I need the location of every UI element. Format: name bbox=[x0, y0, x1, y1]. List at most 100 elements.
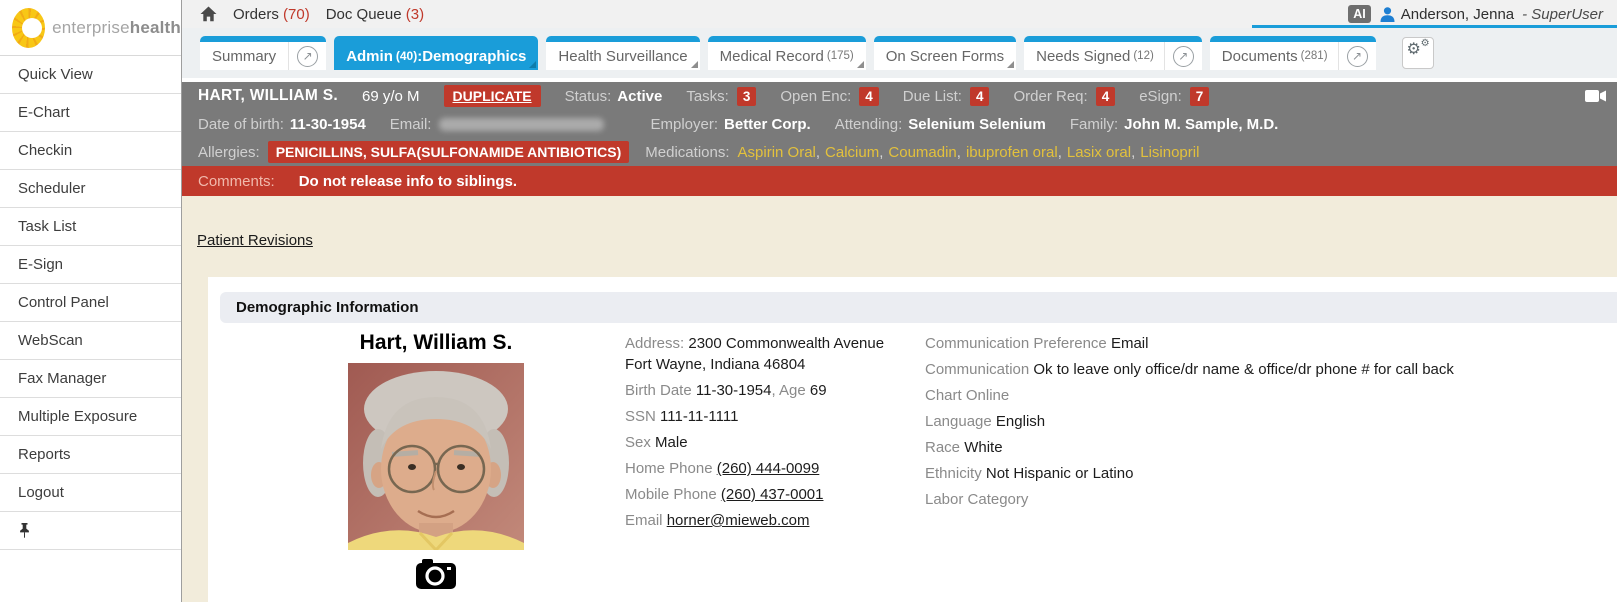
home-phone-link[interactable]: (260) 444-0099 bbox=[716, 460, 820, 477]
brand-logo[interactable]: enterprisehealth bbox=[0, 0, 181, 56]
tab-health-label: Health Surveillance bbox=[558, 47, 688, 65]
dob-label: Date of birth: bbox=[198, 115, 284, 133]
email-label: Email: bbox=[389, 115, 432, 133]
tab-docs-count: (281) bbox=[1300, 50, 1328, 62]
patient-header-row-3: Allergies: PENICILLINS, SULFA(SULFONAMID… bbox=[182, 138, 1617, 166]
orders-link[interactable]: Orders (70) bbox=[233, 6, 310, 23]
section-header: Demographic Information bbox=[220, 292, 1617, 323]
change-photo-button[interactable] bbox=[416, 559, 456, 594]
tasks-label: Tasks: bbox=[686, 87, 729, 105]
medication-link[interactable]: Lasix oral bbox=[1066, 143, 1132, 161]
age-label: , Age bbox=[771, 382, 806, 399]
brand-name-bold: health bbox=[129, 17, 181, 37]
tab-docs-text: Documents bbox=[1221, 47, 1298, 65]
tab-admin-suffix: :Demographics bbox=[417, 47, 527, 65]
open-enc-count-badge[interactable]: 4 bbox=[859, 86, 879, 106]
open-enc-group: Open Enc: 4 bbox=[780, 86, 879, 106]
tab-medical-record[interactable]: Medical Record (175) bbox=[707, 36, 866, 70]
section-title: Demographic Information bbox=[236, 299, 419, 316]
tab-needs-text: Needs Signed bbox=[1036, 47, 1131, 65]
employer-label: Employer: bbox=[650, 115, 719, 133]
email-link[interactable]: horner@mieweb.com bbox=[666, 512, 810, 529]
tab-health-surveillance[interactable]: Health Surveillance bbox=[546, 36, 700, 70]
field-email: Email horner@mieweb.com bbox=[625, 510, 925, 531]
gear-icon: ⚙ bbox=[1406, 41, 1421, 58]
sidebar-item-e-sign[interactable]: E-Sign bbox=[0, 246, 181, 284]
patient-name: HART, WILLIAM S. bbox=[198, 87, 338, 104]
esign-count-badge[interactable]: 7 bbox=[1189, 86, 1210, 106]
sidebar-item-webscan[interactable]: WebScan bbox=[0, 322, 181, 360]
ssn-value: 111-11-1111 bbox=[660, 408, 739, 425]
field-language: Language English bbox=[925, 411, 1545, 432]
med-separator: , bbox=[879, 143, 884, 161]
sun-logo-icon bbox=[12, 7, 46, 48]
doc-queue-link[interactable]: Doc Queue (3) bbox=[326, 6, 424, 23]
attending-value: Selenium Selenium bbox=[908, 115, 1046, 133]
allergies-badge[interactable]: PENICILLINS, SULFA(SULFONAMIDE ANTIBIOTI… bbox=[267, 141, 630, 163]
sidebar-item-multiple-exposure[interactable]: Multiple Exposure bbox=[0, 398, 181, 436]
doc-queue-label: Doc Queue bbox=[325, 5, 402, 23]
medication-link[interactable]: ibuprofen oral bbox=[965, 143, 1058, 161]
tab-needs-external-icon[interactable]: ↗ bbox=[1163, 42, 1202, 70]
sidebar-item-checkin[interactable]: Checkin bbox=[0, 132, 181, 170]
gear-icon-small: ⚙ bbox=[1420, 38, 1430, 49]
medication-link[interactable]: Coumadin bbox=[888, 143, 957, 161]
tab-needs-count: (12) bbox=[1133, 50, 1154, 62]
field-communication: Communication Ok to leave only office/dr… bbox=[925, 359, 1545, 380]
external-arrow-icon: ↗ bbox=[1172, 45, 1194, 67]
sidebar-item-logout[interactable]: Logout bbox=[0, 474, 181, 512]
topbar-accent-line bbox=[1252, 25, 1617, 28]
sidebar-item-fax-manager[interactable]: Fax Manager bbox=[0, 360, 181, 398]
sidebar-item-e-chart[interactable]: E-Chart bbox=[0, 94, 181, 132]
sidebar-item-scheduler[interactable]: Scheduler bbox=[0, 170, 181, 208]
family-value: John M. Sample, M.D. bbox=[1124, 115, 1279, 133]
tab-admin-demographics[interactable]: Admin (40) :Demographics bbox=[334, 36, 539, 70]
tab-summary[interactable]: Summary ↗ bbox=[200, 36, 327, 70]
tasks-count-badge[interactable]: 3 bbox=[736, 86, 757, 106]
race-label: Race bbox=[925, 439, 961, 456]
sidebar-item-control-panel[interactable]: Control Panel bbox=[0, 284, 181, 322]
dob-value: 11-30-1954 bbox=[289, 115, 366, 133]
medication-link[interactable]: Aspirin Oral bbox=[737, 143, 816, 161]
sidebar-item-quick-view[interactable]: Quick View bbox=[0, 56, 181, 94]
comments-label: Comments: bbox=[198, 172, 275, 190]
ai-badge[interactable]: AI bbox=[1348, 5, 1371, 23]
sex-label: Sex bbox=[625, 434, 651, 451]
video-camera-icon[interactable] bbox=[1585, 89, 1607, 107]
due-list-count-badge[interactable]: 4 bbox=[969, 86, 990, 106]
sidebar-item-task-list[interactable]: Task List bbox=[0, 208, 181, 246]
tab-settings-button[interactable]: ⚙ ⚙ bbox=[1401, 37, 1434, 69]
home-icon[interactable] bbox=[200, 6, 217, 22]
tab-summary-external-icon[interactable]: ↗ bbox=[288, 42, 326, 70]
user-icon bbox=[1380, 6, 1395, 22]
doc-queue-count: (3) bbox=[405, 5, 425, 23]
mobile-phone-link[interactable]: (260) 437-0001 bbox=[720, 486, 824, 503]
status-value: Active bbox=[617, 87, 663, 105]
tab-on-screen-forms[interactable]: On Screen Forms bbox=[873, 36, 1017, 70]
tab-documents[interactable]: Documents (281) ↗ bbox=[1209, 36, 1376, 70]
tab-admin-count: (40) bbox=[395, 49, 418, 63]
external-arrow-icon: ↗ bbox=[1346, 45, 1368, 67]
user-name[interactable]: Anderson, Jenna bbox=[1400, 5, 1515, 23]
sidebar-pin-toggle[interactable] bbox=[0, 512, 181, 550]
address-value: 2300 Commonwealth Avenue bbox=[688, 335, 885, 352]
medication-link[interactable]: Lisinopril bbox=[1140, 143, 1200, 161]
patient-revisions-link[interactable]: Patient Revisions bbox=[197, 232, 313, 249]
patient-header-row-2: Date of birth: 11-30-1954 Email: Employe… bbox=[182, 110, 1617, 138]
race-value: White bbox=[964, 439, 1003, 456]
medication-link[interactable]: Calcium bbox=[825, 143, 880, 161]
tab-docs-external-icon[interactable]: ↗ bbox=[1337, 42, 1376, 70]
sidebar-nav: Quick View E-Chart Checkin Scheduler Tas… bbox=[0, 56, 181, 550]
chart-tabstrip: Summary ↗ Admin (40) :Demographics Healt… bbox=[182, 28, 1617, 78]
tab-needs-signed[interactable]: Needs Signed (12) ↗ bbox=[1024, 36, 1202, 70]
order-req-label: Order Req: bbox=[1013, 87, 1088, 105]
sidebar-item-reports[interactable]: Reports bbox=[0, 436, 181, 474]
medications-list: Aspirin Oral, Calcium, Coumadin, ibuprof… bbox=[738, 144, 1200, 161]
order-req-count-badge[interactable]: 4 bbox=[1095, 86, 1116, 106]
field-address: Address: 2300 Commonwealth Avenue Fort W… bbox=[625, 333, 925, 375]
field-ethnicity: Ethnicity Not Hispanic or Latino bbox=[925, 463, 1545, 484]
tab-docs-label: Documents bbox=[1210, 48, 1298, 65]
duplicate-badge[interactable]: DUPLICATE bbox=[443, 85, 541, 107]
tab-admin-label: Admin bbox=[334, 48, 393, 65]
